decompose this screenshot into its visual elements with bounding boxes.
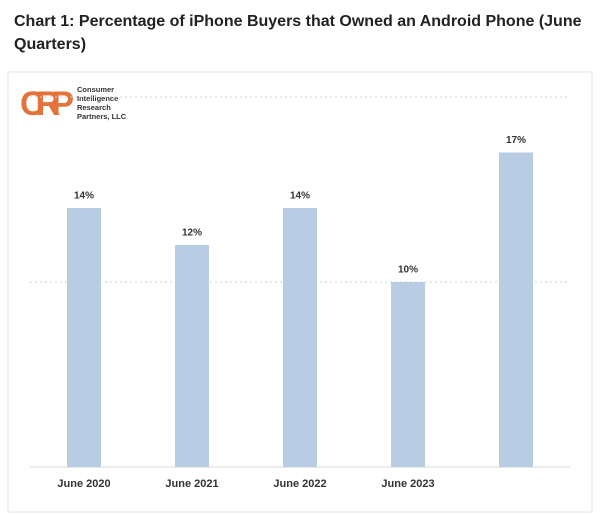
- logo-line: Consumer: [77, 85, 114, 94]
- bar: [175, 245, 209, 467]
- bar: [391, 282, 425, 467]
- logo-line: Research: [77, 103, 111, 112]
- x-tick-label: June 2022: [273, 478, 326, 490]
- chart-title: Chart 1: Percentage of iPhone Buyers tha…: [14, 13, 582, 53]
- value-label: 14%: [290, 191, 310, 202]
- value-label: 17%: [506, 135, 526, 146]
- bar: [283, 208, 317, 467]
- logo-mark: CIRP: [20, 85, 74, 123]
- value-label: 12%: [182, 228, 202, 239]
- logo-line: Partners, LLC: [77, 112, 127, 121]
- logo-line: Intelligence: [77, 94, 118, 103]
- x-tick-label: June 2021: [165, 478, 218, 490]
- bar: [499, 152, 533, 467]
- bar: [67, 208, 101, 467]
- value-label: 14%: [74, 191, 94, 202]
- x-tick-label: June 2020: [57, 478, 110, 490]
- value-label: 10%: [398, 265, 418, 276]
- x-tick-label: June 2023: [381, 478, 434, 490]
